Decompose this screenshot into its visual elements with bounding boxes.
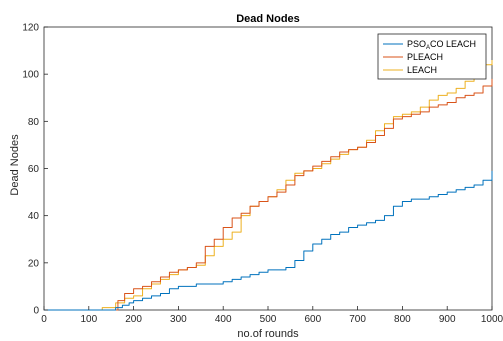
y-tick-label: 20 [28,258,40,269]
series-layer [44,60,493,311]
y-axis-ticks: 0 20 40 60 80 100 120 [22,23,48,317]
x-tick-label: 700 [349,314,366,325]
y-tick-label: 0 [33,306,39,317]
x-tick-label: 200 [125,314,142,325]
x-tick-label: 800 [394,314,411,325]
series-line-pso-aco-leach [44,170,493,311]
y-tick-label: 40 [28,211,40,222]
y-axis-label: Dead Nodes [9,134,21,196]
x-tick-label: 0 [41,314,47,325]
x-tick-label: 600 [304,314,321,325]
x-tick-label: 1000 [481,314,503,325]
x-tick-label: 400 [215,314,232,325]
x-axis-label: no.of rounds [237,328,299,340]
legend-label-pso-aco-leach: PSOACO LEACH [407,39,476,51]
x-axis-ticks: 0 100 200 300 400 500 600 700 800 900 1000 [41,306,503,325]
chart-title: Dead Nodes [236,13,300,25]
legend-label-leach: LEACH [407,65,437,75]
x-tick-label: 900 [439,314,456,325]
series-line-pleach [44,78,493,311]
legend-item-pso-aco-leach: PSOACO LEACH [383,39,476,51]
y-tick-label: 120 [22,23,39,34]
x-tick-label: 100 [80,314,97,325]
y-tick-label: 100 [22,70,39,81]
legend-label-pleach: PLEACH [407,52,443,62]
legend-item-leach: LEACH [383,65,437,75]
legend-item-pleach: PLEACH [383,52,443,62]
y-tick-label: 60 [28,164,40,175]
y-tick-label: 80 [28,117,40,128]
x-tick-label: 500 [260,314,277,325]
legend: PSOACO LEACH PLEACH LEACH [377,33,487,80]
x-tick-label: 300 [170,314,187,325]
